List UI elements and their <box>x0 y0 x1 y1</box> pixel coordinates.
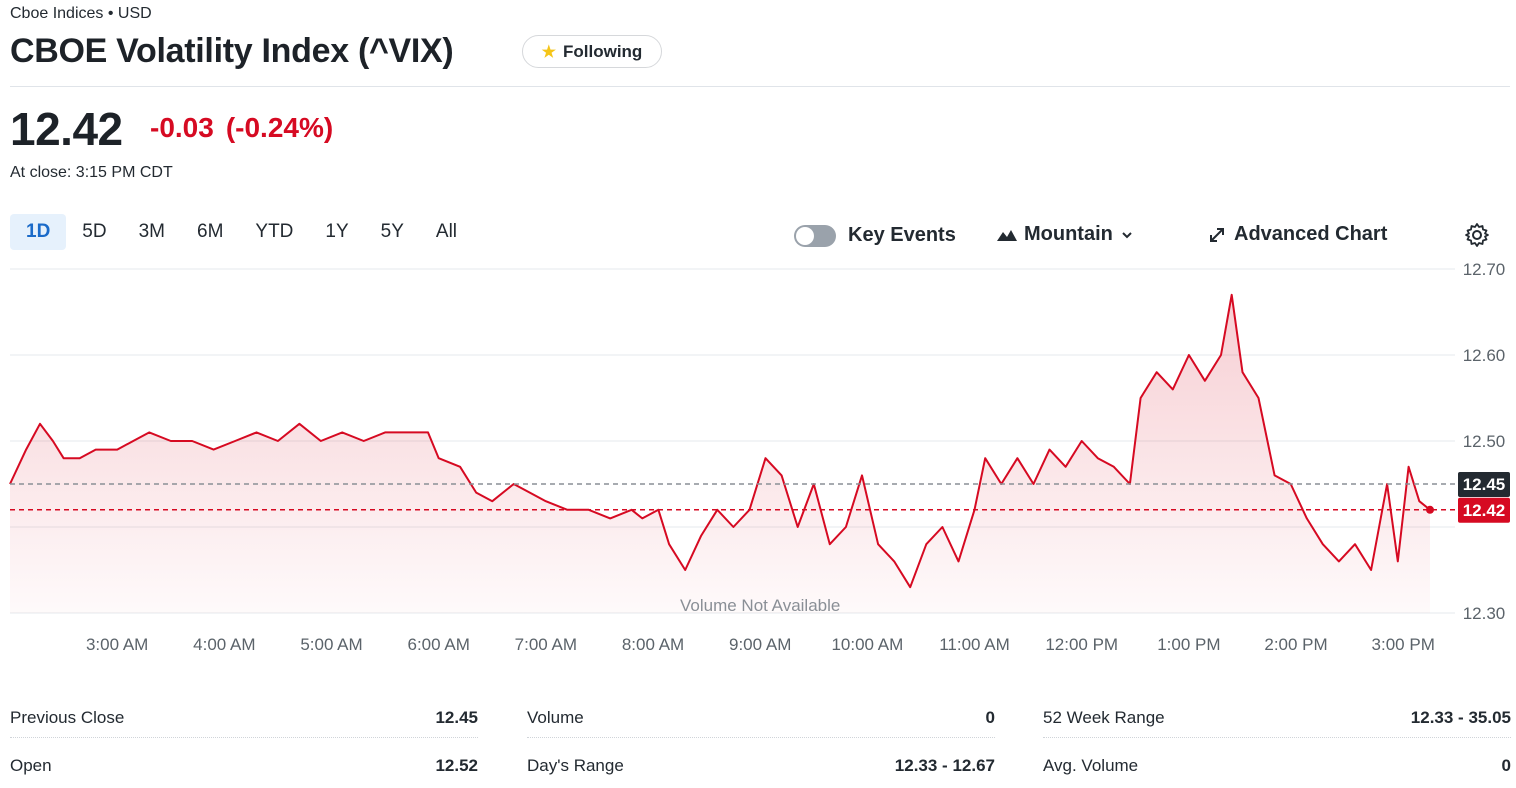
stat-row: Day's Range 12.33 - 12.67 <box>527 756 995 786</box>
x-tick-label: 7:00 AM <box>515 635 577 654</box>
stat-row: Open 12.52 <box>10 756 478 786</box>
y-tick-label: 12.45 <box>1463 475 1506 494</box>
y-tick-label: 12.30 <box>1463 604 1506 623</box>
close-time: At close: 3:15 PM CDT <box>10 164 173 181</box>
quote-change-value: -0.03 <box>150 112 214 143</box>
expand-icon <box>1210 227 1224 242</box>
x-tick-label: 12:00 PM <box>1045 635 1118 654</box>
range-tab-all[interactable]: All <box>435 221 458 242</box>
key-events-label: Key Events <box>848 224 956 246</box>
x-tick-label: 5:00 AM <box>300 635 362 654</box>
volume-note: Volume Not Available <box>680 596 840 615</box>
x-tick-label: 6:00 AM <box>407 635 469 654</box>
stat-value: 12.33 - 12.67 <box>894 756 995 775</box>
stat-label: Previous Close <box>10 708 125 727</box>
last-price-tag <box>1458 497 1510 523</box>
stat-value: 0 <box>1501 756 1511 775</box>
range-tab-ytd[interactable]: YTD <box>255 221 294 242</box>
range-tab-3m[interactable]: 3M <box>138 221 165 242</box>
range-tab-5d[interactable]: 5D <box>82 221 107 242</box>
exchange-label: Cboe Indices • USD <box>10 5 152 22</box>
stat-label: Volume <box>527 708 584 727</box>
stat-label: Avg. Volume <box>1043 756 1139 775</box>
page-title: CBOE Volatility Index (^VIX) <box>10 32 454 70</box>
stat-label: Open <box>10 756 52 775</box>
price-line <box>9 293 1431 589</box>
stat-row: Volume 0 <box>527 708 995 738</box>
chart-type-label: Mountain <box>1024 223 1113 245</box>
stat-row: Previous Close 12.45 <box>10 708 478 738</box>
range-tab-1d[interactable]: 1D <box>10 214 67 250</box>
price-chart[interactable]: 12.70 12.60 12.50 12.45 12.42 12.30 3:00 AM 4:… <box>0 255 1516 667</box>
x-tick-label: 3:00 PM <box>1372 635 1435 654</box>
x-tick-label: 9:00 AM <box>729 635 791 654</box>
key-events-toggle[interactable]: Key Events <box>794 224 956 247</box>
x-axis: 3:00 AM 4:00 AM 5:00 AM 6:00 AM 7:00 AM 8:00 … <box>86 635 1435 654</box>
gear-icon[interactable] <box>1464 222 1490 248</box>
y-tick-label: 12.60 <box>1463 346 1506 365</box>
last-price-dot <box>1426 505 1434 514</box>
following-label: Following <box>563 41 643 61</box>
quote-price: 12.42 <box>10 103 123 155</box>
x-tick-label: 1:00 PM <box>1157 635 1220 654</box>
x-tick-label: 4:00 AM <box>193 635 255 654</box>
price-area <box>10 294 1430 613</box>
advanced-chart-button[interactable]: Advanced Chart <box>1208 223 1387 246</box>
mountain-icon <box>997 229 1017 241</box>
stat-value: 12.33 - 35.05 <box>1410 708 1511 727</box>
range-tabs: 1D 5D 3M 6M YTD 1Y 5Y All <box>10 214 473 250</box>
x-tick-label: 8:00 AM <box>622 635 684 654</box>
stat-label: 52 Week Range <box>1043 708 1165 727</box>
stat-value: 12.45 <box>435 708 478 727</box>
y-axis: 12.70 12.60 12.50 12.45 12.42 12.30 <box>1458 260 1510 623</box>
y-tick-label: 12.70 <box>1463 260 1506 279</box>
y-tick-label: 12.50 <box>1463 432 1506 451</box>
quote-change: -0.03 (-0.24%) <box>150 112 345 144</box>
previous-close-tag <box>1458 472 1510 497</box>
stat-value: 12.52 <box>435 756 478 775</box>
advanced-chart-label: Advanced Chart <box>1234 223 1388 245</box>
following-button[interactable]: ★ Following <box>522 35 662 68</box>
x-tick-label: 3:00 AM <box>86 635 148 654</box>
x-tick-label: 2:00 PM <box>1264 635 1327 654</box>
chart-type-dropdown[interactable]: Mountain <box>996 223 1135 246</box>
chevron-down-icon <box>1122 231 1132 238</box>
x-tick-label: 11:00 AM <box>939 635 1010 654</box>
header-divider <box>10 86 1510 87</box>
toggle-switch-icon[interactable] <box>794 224 836 247</box>
stat-row: Avg. Volume 0 <box>1043 756 1511 786</box>
range-tab-5y[interactable]: 5Y <box>380 221 404 242</box>
x-tick-label: 10:00 AM <box>831 635 903 654</box>
range-tab-6m[interactable]: 6M <box>197 221 224 242</box>
y-tick-label: 12.42 <box>1463 501 1506 520</box>
quote-change-percent: (-0.24%) <box>225 112 334 143</box>
stat-label: Day's Range <box>527 756 624 775</box>
stat-value: 0 <box>985 708 995 727</box>
stat-row: 52 Week Range 12.33 - 35.05 <box>1043 708 1511 738</box>
range-tab-1y[interactable]: 1Y <box>325 221 349 242</box>
star-icon: ★ <box>541 43 556 61</box>
